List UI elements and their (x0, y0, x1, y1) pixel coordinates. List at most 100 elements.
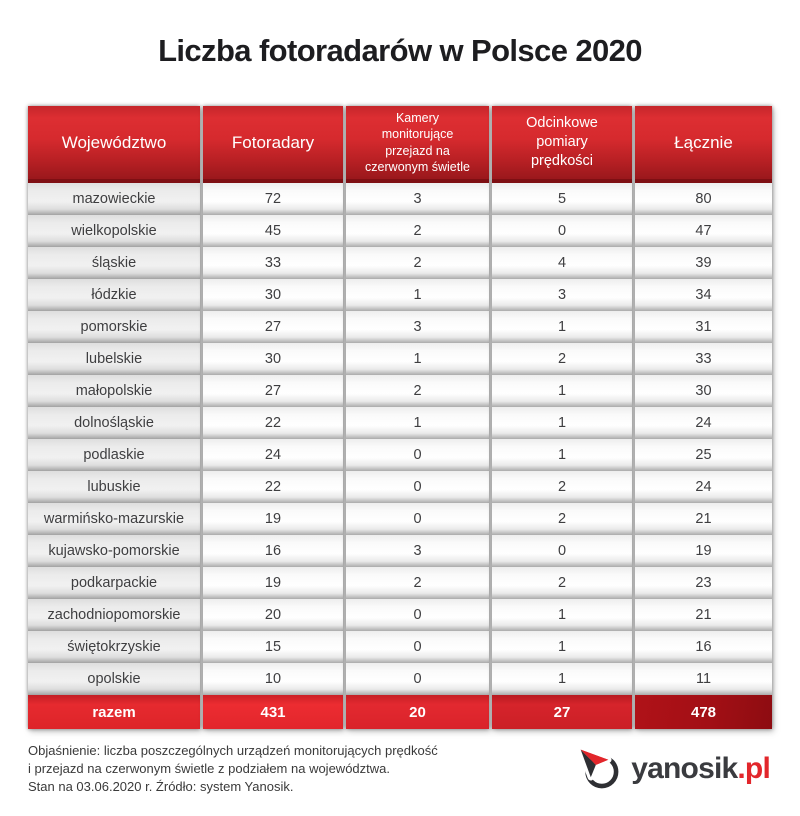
note-line: Stan na 03.06.2020 r. Źródło: system Yan… (28, 778, 294, 794)
row-value: 47 (635, 215, 772, 247)
row-value: 80 (635, 183, 772, 215)
yanosik-logo: yanosik.pl (577, 746, 772, 792)
row-label: śląskie (28, 247, 200, 279)
column-header: Województwo (28, 106, 200, 183)
row-value: 1 (492, 375, 632, 407)
fotoradary-table: Województwo mazowieckie wielkopolskie śląsk… (28, 106, 772, 729)
row-value: 16 (203, 535, 343, 567)
yanosik-logo-text: yanosik.pl (631, 751, 771, 786)
row-label: małopolskie (28, 375, 200, 407)
total-value: 20 (346, 695, 489, 729)
row-value: 19 (203, 503, 343, 535)
row-value: 1 (346, 279, 489, 311)
row-value: 25 (635, 439, 772, 471)
footer: Objaśnienie: liczba poszczególnych urząd… (0, 729, 800, 796)
row-value: 0 (346, 599, 489, 631)
row-value: 1 (492, 407, 632, 439)
row-value: 21 (635, 599, 772, 631)
row-value: 0 (346, 439, 489, 471)
row-value: 39 (635, 247, 772, 279)
row-value: 31 (635, 311, 772, 343)
total-value: 27 (492, 695, 632, 729)
row-value: 5 (492, 183, 632, 215)
row-value: 3 (346, 183, 489, 215)
total-value: 431 (203, 695, 343, 729)
total-value: 478 (635, 695, 772, 729)
row-value: 1 (492, 599, 632, 631)
row-value: 23 (635, 567, 772, 599)
row-value: 0 (492, 215, 632, 247)
column-header: Kamery monitorujące przejazd na czerwony… (346, 106, 489, 183)
logo-name: yanosik (631, 751, 738, 785)
row-value: 30 (203, 279, 343, 311)
note-line: Objaśnienie: liczba poszczególnych urząd… (28, 743, 438, 758)
row-label: podkarpackie (28, 567, 200, 599)
row-label: podlaskie (28, 439, 200, 471)
row-value: 2 (346, 215, 489, 247)
column-header: Odcinkowe pomiary prędkości (492, 106, 632, 183)
total-label: razem (28, 695, 200, 729)
row-value: 19 (635, 535, 772, 567)
page-title: Liczba fotoradarów w Polsce 2020 (158, 33, 642, 68)
row-label: świętokrzyskie (28, 631, 200, 663)
column-header: Fotoradary (203, 106, 343, 183)
row-value: 10 (203, 663, 343, 695)
row-label: lubuskie (28, 471, 200, 503)
row-value: 3 (346, 311, 489, 343)
row-value: 1 (492, 631, 632, 663)
row-value: 2 (492, 471, 632, 503)
row-value: 0 (346, 631, 489, 663)
table-column: Fotoradary 72 45 33 30 27 30 27 22 24 22 19 16 19 20 15… (203, 106, 343, 729)
row-value: 2 (492, 343, 632, 375)
column-header: Łącznie (635, 106, 772, 183)
row-value: 0 (346, 503, 489, 535)
row-value: 30 (203, 343, 343, 375)
row-value: 2 (346, 567, 489, 599)
row-value: 2 (346, 375, 489, 407)
row-value: 30 (635, 375, 772, 407)
row-value: 15 (203, 631, 343, 663)
table-column: Województwo mazowieckie wielkopolskie śląsk… (28, 106, 200, 729)
row-label: opolskie (28, 663, 200, 695)
explanation-note: Objaśnienie: liczba poszczególnych urząd… (28, 742, 438, 796)
row-value: 2 (492, 567, 632, 599)
row-value: 1 (346, 407, 489, 439)
row-value: 4 (492, 247, 632, 279)
row-value: 0 (346, 471, 489, 503)
row-value: 33 (635, 343, 772, 375)
row-label: pomorskie (28, 311, 200, 343)
row-value: 33 (203, 247, 343, 279)
row-value: 22 (203, 407, 343, 439)
note-line: i przejazd na czerwonym świetle z podzia… (28, 760, 390, 776)
row-value: 3 (492, 279, 632, 311)
row-value: 45 (203, 215, 343, 247)
row-value: 2 (346, 247, 489, 279)
row-value: 0 (346, 663, 489, 695)
row-value: 34 (635, 279, 772, 311)
table-column: Łącznie 80 47 39 34 31 33 30 24 25 24 21 19 23 21 16 11 4… (635, 106, 772, 729)
row-value: 16 (635, 631, 772, 663)
yanosik-logo-icon (577, 746, 619, 789)
row-label: kujawsko-pomorskie (28, 535, 200, 567)
row-value: 27 (203, 311, 343, 343)
row-value: 1 (346, 343, 489, 375)
row-label: dolnośląskie (28, 407, 200, 439)
row-value: 72 (203, 183, 343, 215)
row-label: łódzkie (28, 279, 200, 311)
row-label: mazowieckie (28, 183, 200, 215)
row-value: 19 (203, 567, 343, 599)
row-value: 24 (635, 471, 772, 503)
row-value: 21 (635, 503, 772, 535)
table-column: Odcinkowe pomiary prędkości 5 0 4 3 1 2 1 1 1 2 2 0 2… (492, 106, 632, 729)
row-value: 24 (635, 407, 772, 439)
row-value: 22 (203, 471, 343, 503)
row-value: 20 (203, 599, 343, 631)
row-label: zachodniopomorskie (28, 599, 200, 631)
row-value: 1 (492, 311, 632, 343)
row-value: 1 (492, 663, 632, 695)
row-value: 2 (492, 503, 632, 535)
row-value: 1 (492, 439, 632, 471)
row-value: 3 (346, 535, 489, 567)
row-value: 11 (635, 663, 772, 695)
row-value: 0 (492, 535, 632, 567)
